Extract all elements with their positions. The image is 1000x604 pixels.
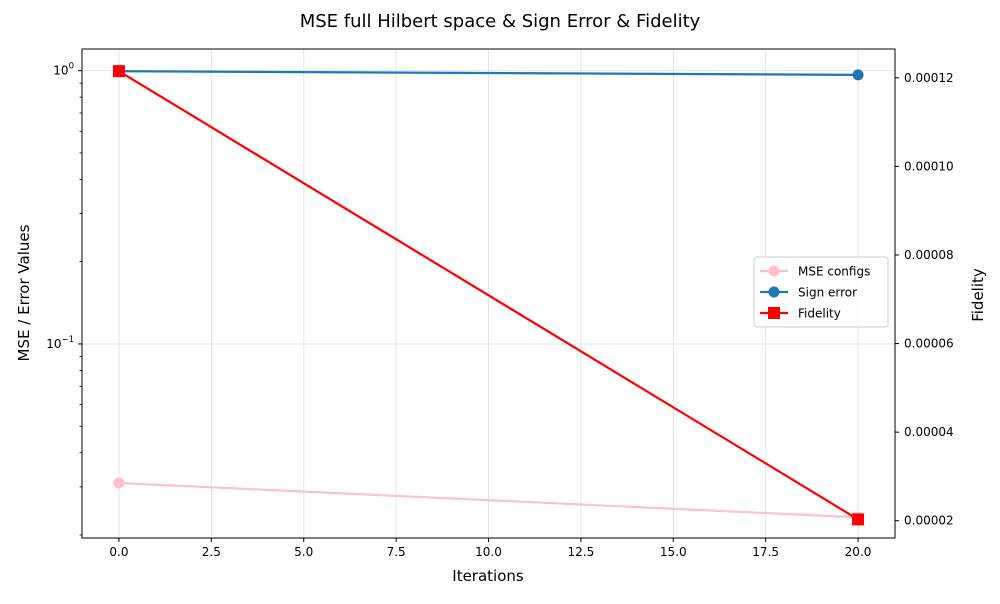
y-left-tick-label: 100 [53, 62, 74, 78]
series-line-sign-error [118, 70, 859, 76]
y-right-tick-label: 0.00008 [904, 248, 954, 262]
series-layer [112, 65, 865, 526]
legend-item-sign-error: Sign error [760, 286, 857, 300]
y-right-tick-label: 0.00006 [904, 337, 954, 351]
legend-label: Sign error [798, 286, 857, 300]
data-point-fidelity [112, 65, 125, 78]
legend-label: MSE configs [798, 265, 870, 279]
y-right-tick-label: 0.00002 [904, 514, 954, 528]
x-axis-label: Iterations [452, 567, 524, 585]
x-tick-label: 7.5 [387, 545, 406, 559]
y-right-tick-label: 0.00010 [904, 159, 954, 173]
x-tick-label: 10.0 [475, 545, 502, 559]
x-tick-label: 15.0 [660, 545, 687, 559]
y-axis-right-label: Fidelity [969, 268, 987, 322]
x-axis: 0.0 2.5 5.0 7.5 10.0 12.5 15.0 17.5 20.0 [109, 538, 871, 559]
x-tick-label: 5.0 [294, 545, 313, 559]
grid-layer [82, 49, 895, 538]
legend-item-fidelity: Fidelity [760, 307, 841, 321]
legend-label: Fidelity [798, 307, 841, 321]
y-right-tick-label: 0.00012 [904, 71, 954, 85]
x-tick-label: 2.5 [202, 545, 221, 559]
series-line-mse-configs [118, 481, 859, 519]
legend-item-mse-configs: MSE configs [760, 265, 870, 279]
legend-marker [768, 265, 780, 277]
y-axis-left: 10−1 100 [46, 62, 82, 536]
chart-title: MSE full Hilbert space & Sign Error & Fi… [300, 11, 701, 32]
legend: MSE configs Sign error Fidelity [753, 256, 889, 328]
x-tick-label: 17.5 [752, 545, 779, 559]
legend-marker [768, 286, 780, 298]
y-right-tick-label: 0.00004 [904, 425, 954, 439]
y-axis-left-label: MSE / Error Values [15, 224, 33, 361]
data-point-sign-error [852, 69, 864, 81]
data-point-mse-configs [113, 477, 125, 489]
legend-marker [768, 307, 780, 319]
x-tick-label: 0.0 [109, 545, 128, 559]
x-tick-label: 20.0 [845, 545, 872, 559]
y-axis-right: 0.00002 0.00004 0.00006 0.00008 0.00010 0.000… [895, 71, 954, 528]
data-point-fidelity [852, 513, 865, 526]
y-left-tick-label: 10−1 [46, 335, 74, 351]
x-tick-label: 12.5 [568, 545, 595, 559]
series-line-fidelity [118, 70, 859, 521]
legend-box [753, 256, 889, 328]
